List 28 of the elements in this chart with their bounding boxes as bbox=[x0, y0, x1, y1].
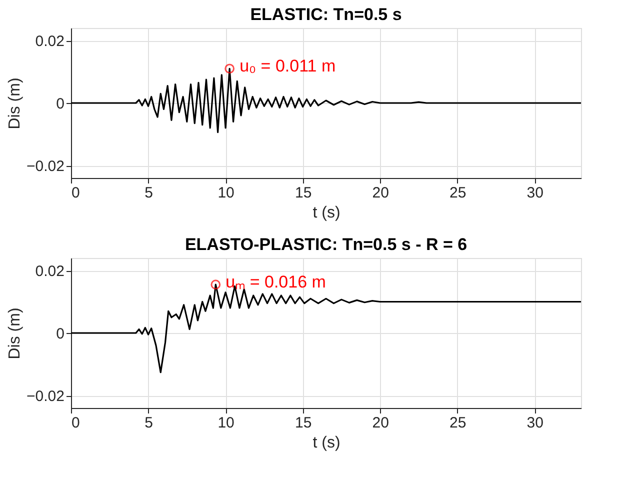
x-tick-label: 15 bbox=[294, 414, 312, 432]
y-tick-label: 0.02 bbox=[35, 33, 64, 50]
x-tick-label: 15 bbox=[294, 184, 312, 202]
chart-title: ELASTO-PLASTIC: Tn=0.5 s - R = 6 bbox=[184, 235, 468, 254]
x-axis-title: t (s) bbox=[312, 204, 340, 222]
x-tick-label: 10 bbox=[218, 184, 234, 202]
y-tick-label: −0.02 bbox=[26, 158, 64, 175]
y-axis-title: Dis (m) bbox=[6, 308, 24, 360]
y-axis-title: Dis (m) bbox=[6, 78, 24, 130]
x-tick-label: 0 bbox=[72, 414, 80, 432]
x-tick-label: 30 bbox=[526, 184, 544, 202]
annotation: uₘ = 0.016 m bbox=[226, 272, 326, 292]
x-tick-label: 20 bbox=[372, 414, 389, 432]
y-tick-label: 0.02 bbox=[35, 263, 64, 280]
y-tick-label: −0.02 bbox=[26, 388, 64, 405]
x-tick-label: 25 bbox=[450, 184, 466, 202]
y-tick-label: 0 bbox=[56, 326, 64, 342]
x-axis-title: t (s) bbox=[312, 434, 340, 452]
x-tick-label: 5 bbox=[144, 184, 153, 202]
x-tick-label: 0 bbox=[72, 184, 80, 202]
annotation: u₀ = 0.011 m bbox=[240, 56, 336, 76]
x-tick-label: 30 bbox=[526, 414, 544, 432]
x-tick-label: 25 bbox=[450, 414, 466, 432]
chart-title: ELASTIC: Tn=0.5 s bbox=[250, 5, 402, 24]
x-tick-label: 10 bbox=[218, 414, 234, 432]
x-tick-label: 20 bbox=[372, 184, 389, 202]
x-tick-label: 5 bbox=[144, 414, 153, 432]
y-tick-label: 0 bbox=[56, 96, 64, 112]
